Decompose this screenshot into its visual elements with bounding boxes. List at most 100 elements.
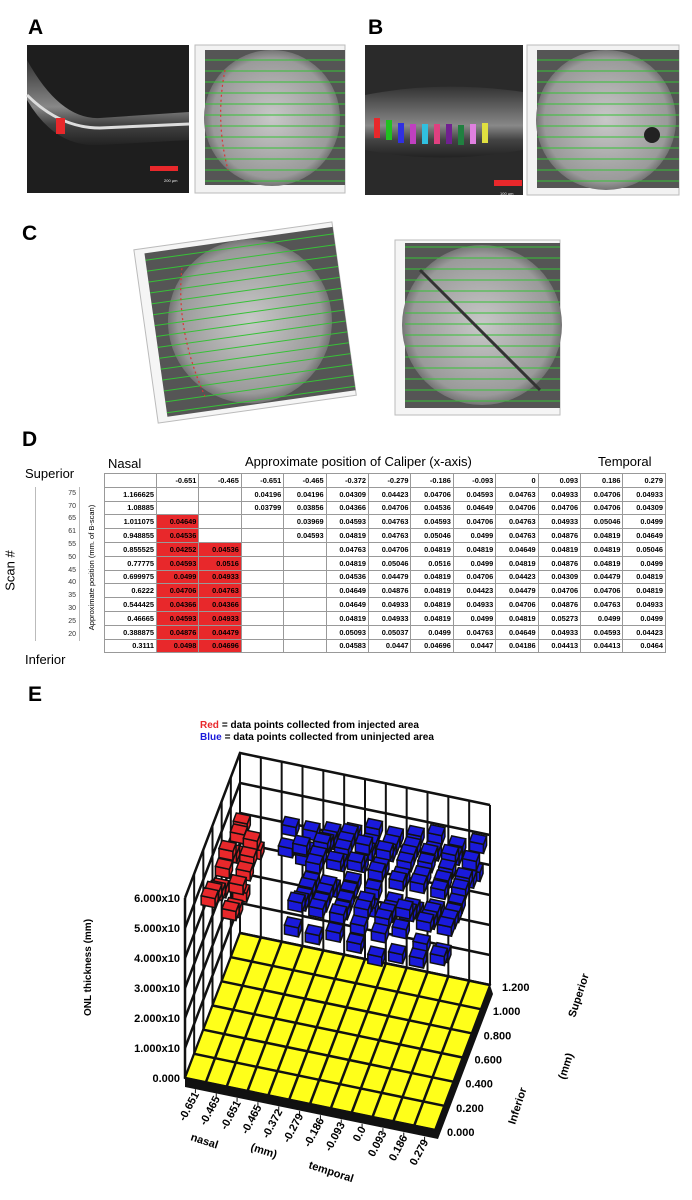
y-tick-label: 0.600 (475, 1055, 503, 1067)
value-cell: 0.04876 (368, 583, 412, 599)
value-cell: 0.04593 (155, 610, 200, 626)
data-slab (461, 849, 481, 872)
value-cell: 0.04536 (155, 528, 200, 543)
value-cell: 0.04819 (325, 555, 370, 571)
scan-number: 25 (35, 614, 80, 628)
value-cell: 0.04423 (452, 583, 497, 599)
z-tick-label: 5.000x10 (134, 923, 180, 935)
position-cell: 0.544425 (104, 597, 157, 612)
data-slab (349, 914, 369, 937)
y-tick-label: 0.200 (456, 1103, 484, 1115)
data-slab (415, 911, 435, 933)
value-cell: 0.04196 (283, 486, 327, 502)
value-cell: 0.04763 (325, 541, 370, 557)
slab-top (283, 916, 303, 929)
slab-top (375, 839, 395, 853)
data-slab (345, 932, 366, 955)
position-cell: 0.388875 (104, 624, 157, 640)
column-header: -0.651 (155, 473, 200, 488)
y-tick-label: 1.200 (502, 982, 530, 994)
data-slab (200, 886, 220, 909)
value-cell: 0.0499 (452, 610, 497, 626)
value-cell: 0.04933 (537, 486, 582, 502)
slab-top (416, 851, 436, 865)
value-cell (283, 569, 327, 585)
slab-top (437, 857, 457, 871)
value-cell: 0.04819 (580, 541, 624, 557)
value-cell: 0.04763 (495, 486, 539, 502)
value-cell: 0.04309 (622, 500, 666, 516)
column-header: 0.093 (537, 473, 582, 488)
slab-top (447, 892, 467, 906)
value-cell: 0.04819 (410, 583, 454, 599)
legend-text: = data points collected from injected ar… (221, 720, 419, 731)
column-header: 0 (495, 473, 539, 488)
slab-top (220, 899, 241, 913)
slab-top (229, 823, 249, 836)
value-cell: 0.04933 (537, 624, 582, 640)
position-cell: 0.6222 (104, 583, 157, 599)
scan-number: 45 (35, 563, 80, 577)
floor-line (239, 931, 491, 987)
slab-top (387, 942, 407, 956)
x-tick-label: 0.186 (387, 1133, 411, 1163)
data-slab (409, 872, 429, 895)
scan-number-list: 75 70 65 61 55 50 45 40 35 30 25 20 (35, 487, 80, 641)
legend-key: Red (200, 720, 219, 731)
panel-label: C (22, 222, 38, 245)
header-row: -0.651 -0.465 -0.651 -0.465 -0.372 -0.279 -0.1… (104, 473, 666, 488)
panel-label: D (22, 428, 38, 451)
slab-top (394, 898, 414, 911)
value-cell: 0.04819 (537, 541, 582, 557)
value-cell: 0.04649 (452, 500, 497, 516)
z-tick-label: 0.000 (152, 1073, 180, 1085)
table-row: 0.6222 0.04706 0.04763 0.04649 0.04876 0.0481… (104, 583, 666, 599)
value-cell: 0.04819 (325, 528, 370, 543)
data-slab (281, 815, 301, 838)
data-slab (437, 857, 457, 880)
value-cell: 0.04649 (495, 541, 539, 557)
value-cell: 0.04706 (580, 500, 624, 516)
slab-top (307, 897, 327, 911)
value-cell: 0.04186 (495, 638, 539, 654)
panel-label: E (28, 683, 43, 706)
position-cell: 0.948855 (104, 528, 157, 543)
value-cell: 0.04706 (410, 486, 454, 502)
slab-top (426, 823, 446, 837)
legend-key: Blue (200, 732, 222, 743)
slab-top (297, 876, 317, 890)
scan-row: 40 (35, 576, 80, 590)
plot-3d: 0.000 1.000x10 2.000x10 3.000x10 4.000x10 5.0… (134, 751, 592, 1185)
scan-number: 61 (35, 525, 80, 539)
table-row: 1.011075 0.04649 0.03969 0.04593 0.04763 0.04… (104, 514, 666, 530)
value-cell: 0.04593 (283, 528, 327, 543)
value-cell: 0.0464 (622, 638, 666, 654)
value-cell: 0.04706 (580, 486, 624, 502)
y-axis-label: Inferior (506, 1085, 529, 1125)
table-row: 0.388875 0.04876 0.04479 0.05093 0.05037 0.04… (104, 624, 666, 640)
slab-top (333, 837, 353, 851)
position-axis-label: Approximate position (mm. of B-scan) (87, 504, 97, 631)
value-cell: 0.04479 (368, 569, 412, 585)
slab-top (461, 849, 481, 863)
x-tick-label: 0.279 (408, 1138, 432, 1168)
scan-row: 50 (35, 550, 80, 564)
slab-top (412, 932, 432, 946)
value-cell: 0.04933 (368, 597, 412, 612)
y-tick-label: 1.000 (493, 1006, 521, 1018)
value-cell: 0.04706 (155, 583, 200, 599)
value-cell: 0.04876 (537, 555, 582, 571)
data-slab (370, 921, 390, 944)
data-slab (394, 898, 414, 921)
data-slab (436, 915, 456, 938)
column-header: -0.651 (240, 473, 285, 488)
value-cell: 0.05046 (580, 514, 624, 530)
column-header: -0.465 (198, 473, 242, 488)
floor-line (193, 1052, 445, 1108)
slab-top (429, 944, 449, 958)
scan-row: 30 (35, 602, 80, 615)
value-cell (240, 528, 285, 543)
scale-bar-label: 100 µm (500, 191, 514, 196)
value-cell: 0.04763 (495, 514, 539, 530)
x-tick-label: -0.651 (218, 1099, 243, 1132)
